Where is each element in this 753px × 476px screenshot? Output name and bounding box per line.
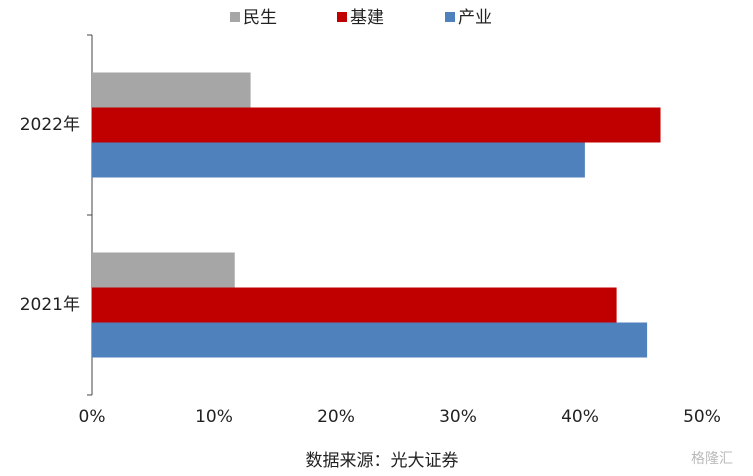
legend-label: 基建 <box>350 8 384 28</box>
x-tick-label: 30% <box>439 407 477 427</box>
y-tick-label: 2021年 <box>20 295 80 315</box>
legend-label: 民生 <box>243 8 277 28</box>
legend-swatch <box>230 12 240 22</box>
bar <box>92 107 661 143</box>
legend-swatch <box>337 12 347 22</box>
bar <box>92 287 617 323</box>
bar <box>92 252 235 288</box>
x-tick-label: 10% <box>195 407 233 427</box>
watermark: 格隆汇 <box>691 451 733 467</box>
bar <box>92 72 251 108</box>
bar <box>92 322 648 358</box>
x-tick-label: 40% <box>561 407 599 427</box>
y-tick-label: 2022年 <box>20 115 80 135</box>
legend-swatch <box>445 12 455 22</box>
bar <box>92 142 585 178</box>
x-tick-label: 0% <box>79 407 106 427</box>
legend-label: 产业 <box>458 8 492 28</box>
x-tick-label: 20% <box>317 407 355 427</box>
x-tick-label: 50% <box>683 407 721 427</box>
source-note: 数据来源：光大证券 <box>306 451 459 471</box>
